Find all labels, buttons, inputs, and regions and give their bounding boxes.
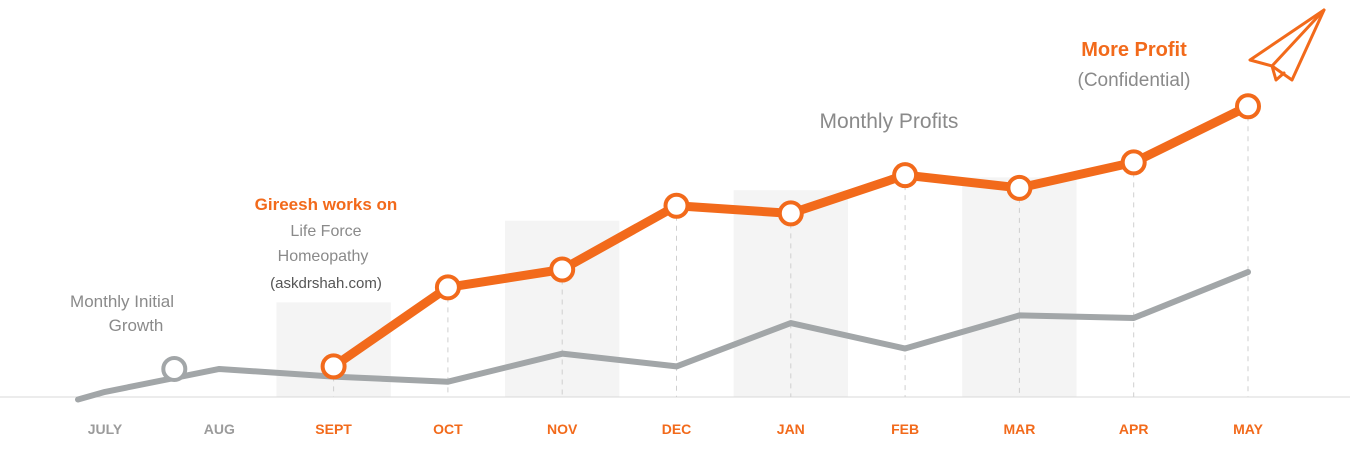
tick-apr: APR <box>1119 421 1149 437</box>
tick-jan: JAN <box>777 421 805 437</box>
tick-sept: SEPT <box>315 421 352 437</box>
x-axis-ticks: JULY AUG SEPT OCT NOV DEC JAN FEB MAR APR MAY <box>88 421 1264 437</box>
more-profit-label: More Profit <box>1081 39 1187 61</box>
gireesh-line-1: Life Force <box>290 223 361 240</box>
tick-july: JULY <box>88 421 123 437</box>
profit-point-may <box>1235 93 1261 120</box>
tick-mar: MAR <box>1003 421 1035 437</box>
initial-growth-point-aug <box>161 355 188 382</box>
paper-plane-icon <box>1248 8 1326 82</box>
gireesh-title: Gireesh works on <box>255 195 398 214</box>
initial-growth-label-line2: Growth <box>109 316 164 335</box>
profit-point-mar <box>1006 174 1033 201</box>
tick-feb: FEB <box>891 421 919 437</box>
profit-point-sept <box>320 353 347 380</box>
initial-growth-series <box>75 269 1251 403</box>
monthly-profits-series <box>320 93 1261 380</box>
monthly-profits-label: Monthly Profits <box>820 110 959 133</box>
tick-may: MAY <box>1233 421 1263 437</box>
tick-oct: OCT <box>433 421 463 437</box>
confidential-label: (Confidential) <box>1078 70 1191 91</box>
gireesh-line-3: (askdrshah.com) <box>270 275 382 292</box>
gireesh-line-2: Homeopathy <box>278 248 369 265</box>
profit-point-jan <box>777 200 804 227</box>
tick-nov: NOV <box>547 421 578 437</box>
profit-point-dec <box>663 192 690 219</box>
profit-point-nov <box>549 256 576 283</box>
profit-point-apr <box>1120 149 1147 176</box>
initial-growth-label-line1: Monthly Initial <box>70 292 174 311</box>
initial-growth-line <box>75 269 1251 403</box>
tick-aug: AUG <box>204 421 235 437</box>
profit-point-oct <box>434 274 461 301</box>
shade-band-sept <box>276 302 391 397</box>
profit-point-feb <box>892 162 919 189</box>
tick-dec: DEC <box>662 421 692 437</box>
